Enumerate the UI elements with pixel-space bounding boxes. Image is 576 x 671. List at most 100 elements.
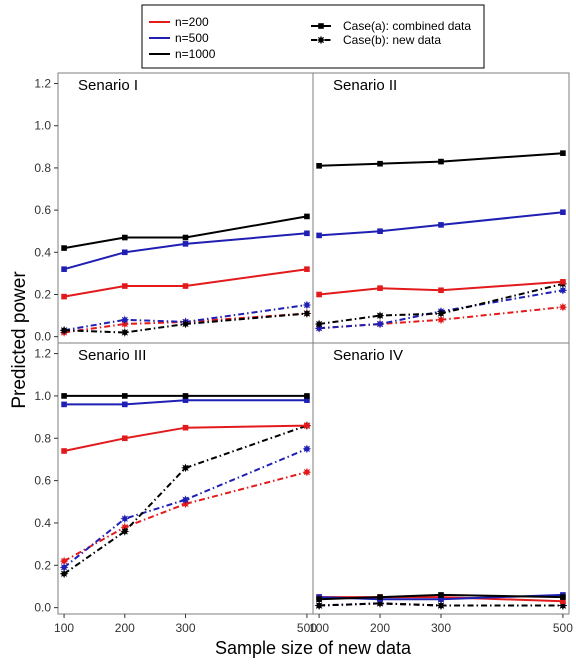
legend-label-n200: n=200 — [175, 15, 209, 29]
data-point-case-b-n1000 — [314, 601, 324, 610]
series-line-case-b-n500 — [319, 289, 564, 330]
data-point-case-a-n1000 — [560, 150, 566, 156]
y-axis-title: Predicted power — [9, 271, 30, 409]
y-tick-label: 1.2 — [34, 347, 51, 361]
data-point-case-a-n500 — [560, 209, 566, 216]
data-point-case-a-n500 — [316, 232, 322, 239]
data-point-case-a-n500 — [438, 596, 444, 602]
panel-label: Senario III — [78, 347, 146, 364]
y-tick-label: 0.0 — [34, 330, 51, 344]
series-line-case-b-n1000 — [319, 602, 563, 607]
data-point-case-a-n200 — [304, 266, 310, 272]
data-point-case-a-n500 — [182, 241, 189, 247]
data-point-case-a-n1000 — [61, 393, 67, 399]
series-line-case-a-n200 — [63, 424, 307, 452]
data-point-case-a-n1000 — [304, 393, 310, 399]
panel-4: Senario IV 100 200 300 500 — [309, 342, 573, 635]
data-point-case-a-n200 — [377, 285, 383, 291]
legend-marker-case-a — [318, 23, 324, 29]
data-point-case-b-n200 — [436, 315, 446, 325]
series-line-case-a-n500 — [64, 399, 307, 406]
legend-box — [141, 4, 485, 69]
series-line-case-a-n1000 — [319, 152, 563, 167]
y-tick-label: 0.8 — [34, 431, 51, 445]
y-tick-label: 0.0 — [34, 601, 51, 615]
panel-2: Senario II — [312, 72, 570, 344]
data-point-case-a-n1000 — [61, 245, 67, 251]
data-point-case-b-n500 — [302, 444, 312, 454]
series-line-case-a-n1000 — [319, 593, 563, 601]
legend-label-case-b: Case(b): new data — [343, 33, 441, 47]
y-tick-label: 0.2 — [34, 287, 51, 301]
data-point-case-b-n1000 — [59, 569, 69, 579]
series-line-case-b-n200 — [63, 312, 307, 334]
panel-frame — [312, 72, 570, 344]
data-point-case-a-n1000 — [377, 160, 383, 167]
data-point-case-a-n1000 — [182, 234, 189, 241]
data-point-case-a-n200 — [304, 422, 310, 429]
panel-1: Senario I 0.0 0.2 0.4 0.6 0.8 1.0 1.2 — [34, 72, 314, 344]
series-line-case-a-n500 — [63, 232, 307, 271]
data-point-case-a-n200 — [316, 291, 322, 298]
data-point-case-b-n200 — [558, 302, 568, 312]
data-point-case-b-n1000 — [181, 463, 190, 473]
series-line-case-b-n1000 — [63, 424, 308, 575]
y-tick-label: 0.4 — [34, 516, 51, 530]
x-tick-label: 500 — [297, 621, 317, 635]
series-line-case-b-n500 — [63, 447, 308, 569]
x-tick-label: 100 — [309, 621, 329, 635]
data-point-case-a-n500 — [377, 228, 383, 235]
data-point-case-b-n500 — [120, 315, 130, 325]
panel-frame — [57, 342, 314, 615]
data-point-case-a-n200 — [182, 424, 189, 431]
panel-label: Senario II — [333, 77, 397, 94]
series-line-case-a-n200 — [318, 280, 563, 296]
data-point-case-a-n200 — [560, 598, 566, 605]
y-tick-label: 0.4 — [34, 245, 51, 259]
data-point-case-a-n500 — [61, 401, 67, 408]
data-point-case-b-n500 — [302, 300, 312, 310]
series-line-case-b-n1000 — [318, 282, 564, 325]
data-point-case-b-n1000 — [181, 319, 190, 329]
data-point-case-b-n1000 — [436, 309, 446, 318]
series-line-case-b-n1000 — [64, 312, 307, 334]
data-point-case-a-n1000 — [121, 393, 128, 399]
data-point-case-b-n1000 — [375, 311, 385, 320]
data-point-case-b-n1000 — [59, 325, 69, 335]
data-point-case-a-n1000 — [182, 393, 189, 399]
panel-3: Senario III 0.0 0.2 0.4 0.6 0.8 1.0 1.2 100 200 30… — [34, 342, 317, 635]
panel-frame — [57, 72, 314, 344]
data-point-case-a-n1000 — [121, 234, 128, 241]
data-point-case-a-n1000 — [316, 163, 322, 169]
legend-label-n1000: n=1000 — [175, 47, 216, 61]
x-tick-label: 300 — [175, 621, 195, 635]
data-point-case-a-n200 — [182, 283, 189, 289]
data-point-case-a-n1000 — [304, 213, 310, 220]
series-line-case-a-n500 — [319, 211, 564, 237]
y-tick-label: 1.0 — [34, 119, 51, 133]
data-point-case-a-n1000 — [438, 592, 444, 598]
x-tick-label: 500 — [553, 621, 573, 635]
panel-frame — [312, 342, 570, 615]
data-point-case-a-n500 — [121, 249, 128, 256]
x-axis-title: Sample size of new data — [215, 638, 412, 658]
data-point-case-b-n500 — [558, 285, 568, 295]
data-point-case-a-n500 — [121, 401, 128, 408]
data-point-case-a-n200 — [560, 279, 566, 285]
x-tick-label: 200 — [115, 621, 135, 635]
y-tick-label: 1.0 — [34, 389, 51, 403]
series-line-case-b-n500 — [63, 304, 308, 332]
data-point-case-a-n500 — [304, 230, 310, 237]
data-point-case-a-n500 — [182, 397, 189, 403]
y-tick-label: 1.2 — [34, 77, 51, 91]
data-point-case-b-n500 — [375, 319, 385, 329]
series-line-case-a-n200 — [319, 596, 563, 603]
legend-label-n500: n=500 — [175, 31, 209, 45]
series-line-case-a-n200 — [63, 268, 308, 298]
legend: n=200 n=500 n=1000 Case(a): combined dataCa… — [149, 15, 471, 61]
data-point-case-a-n500 — [61, 266, 67, 272]
y-tick-label: 0.2 — [34, 558, 51, 572]
data-point-case-a-n200 — [438, 287, 444, 294]
x-tick-label: 100 — [54, 621, 74, 635]
